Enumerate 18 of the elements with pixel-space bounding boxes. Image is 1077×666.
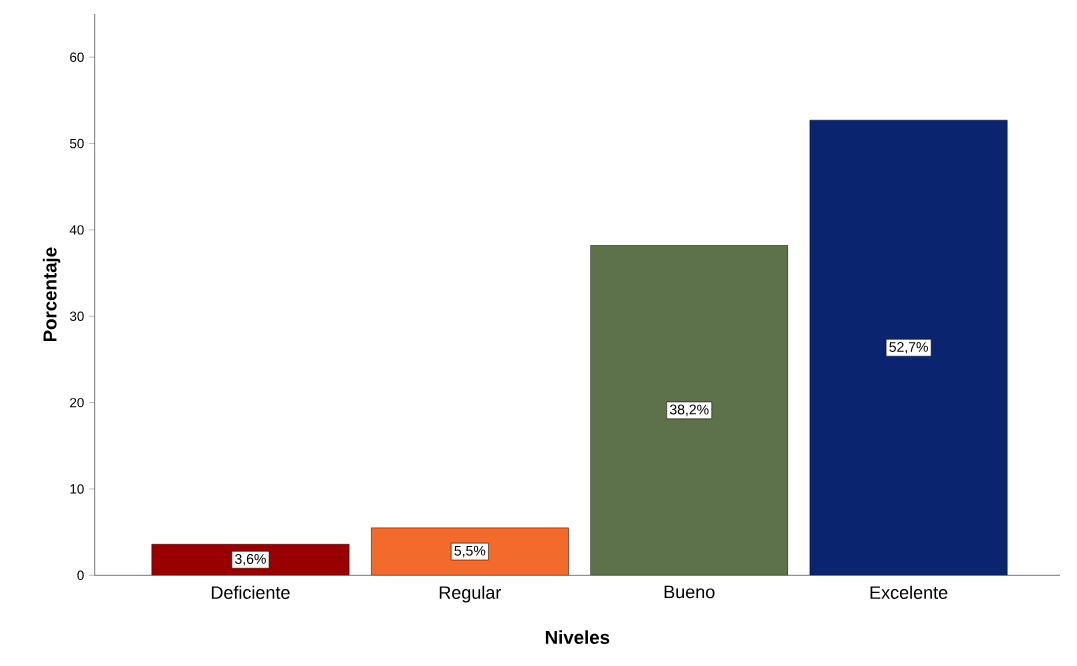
bar [590, 245, 789, 576]
y-tick-label: 40 [69, 225, 84, 235]
y-tick-label: 60 [70, 52, 84, 62]
data-label: 5,5% [454, 545, 486, 558]
y-tick-label: 20 [70, 397, 84, 408]
data-label: 52,7% [889, 341, 928, 354]
x-tick-label: Bueno [664, 585, 715, 599]
y-tick-label: 10 [70, 484, 84, 494]
y-tick-label: 0 [77, 570, 84, 581]
y-tick-label: 50 [69, 138, 84, 149]
x-tick-label: Regular [439, 585, 502, 603]
data-label: 38,2% [669, 404, 709, 417]
y-axis-title: Porcentaje [42, 247, 61, 342]
x-tick-label: Excelente [870, 585, 948, 599]
y-tick-label: 30 [69, 311, 84, 321]
x-tick-label: Deficiente [211, 585, 290, 599]
x-axis-title: Niveles [545, 630, 610, 645]
data-label: 3,6% [235, 554, 266, 566]
